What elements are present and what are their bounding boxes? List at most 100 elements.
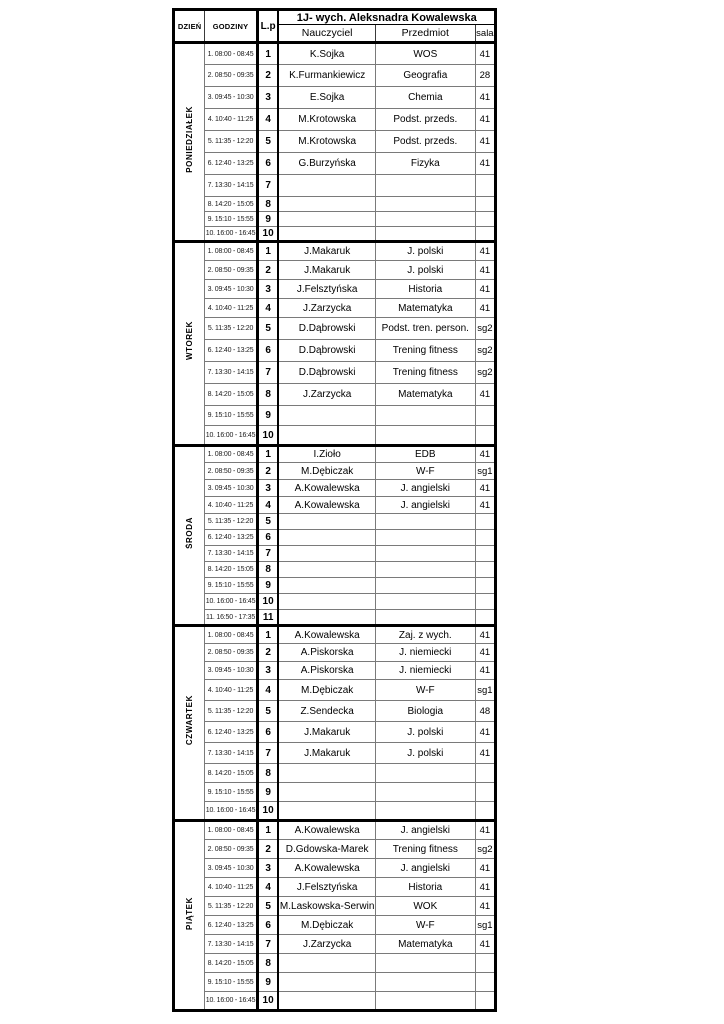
lesson-number-cell: 1 (255, 41, 280, 65)
subject-cell: J. polski (374, 240, 476, 261)
time-cell: 6. 12:40 - 13:25 (204, 339, 258, 362)
room-cell: sg1 (474, 679, 497, 701)
room-cell: 41 (474, 643, 497, 662)
time-cell: 9. 15:10 - 15:55 (204, 972, 258, 992)
time-cell: 6. 12:40 - 13:25 (204, 915, 258, 935)
time-cell: 6. 12:40 - 13:25 (204, 529, 258, 546)
room-cell (474, 782, 497, 802)
subject-cell: W-F (374, 915, 476, 935)
room-cell (474, 593, 497, 610)
lesson-row: 9. 15:10 - 15:55 9 (174, 405, 497, 426)
room-cell (474, 953, 497, 973)
subject-cell: Matematyka (374, 934, 476, 954)
subject-cell: J. angielski (374, 819, 476, 840)
lesson-row: ŚRODA 1. 08:00 - 08:45 1 I.Zioło EDB 41 (172, 444, 497, 626)
lesson-number-cell: 6 (255, 339, 280, 362)
lesson-number-cell: 4 (255, 496, 280, 514)
lesson-number-cell: 3 (255, 86, 280, 109)
lesson-number-cell: 2 (255, 64, 280, 87)
lesson-number-cell: 10 (255, 801, 280, 821)
lesson-number-cell: 1 (255, 240, 280, 261)
teacher-cell: M.Dębiczak (277, 915, 376, 935)
lesson-number-cell: 3 (255, 858, 280, 878)
room-cell: sg2 (474, 839, 497, 859)
subject-cell: Podst. przeds. (374, 130, 476, 153)
lesson-number-cell: 3 (255, 279, 280, 299)
subject-cell: EDB (374, 444, 476, 463)
day-label-cell: CZWARTEK (172, 624, 206, 821)
time-cell: 10. 16:00 - 16:45 (204, 801, 258, 821)
lesson-row: CZWARTEK 1. 08:00 - 08:45 1 A.Kowalewska … (172, 624, 497, 821)
lesson-row: 3. 09:45 - 10:30 3 E.Sojka Chemia 41 (174, 86, 497, 109)
lesson-row: 7. 13:30 - 14:15 7 (174, 174, 497, 197)
subject-cell: W-F (374, 679, 476, 701)
time-cell: 9. 15:10 - 15:55 (204, 405, 258, 426)
lesson-row: 6. 12:40 - 13:25 6 (174, 529, 497, 546)
day-label: PONIEDZIAŁEK (185, 106, 195, 173)
lesson-number-cell: 10 (255, 593, 280, 610)
lesson-row: 8. 14:20 - 15:05 8 (174, 561, 497, 578)
subject-cell (374, 609, 476, 626)
subject-cell (374, 226, 476, 242)
lesson-number-cell: 6 (255, 529, 280, 546)
time-cell: 1. 08:00 - 08:45 (204, 240, 258, 261)
teacher-cell: J.Makaruk (277, 742, 376, 764)
lesson-number-cell: 7 (255, 361, 280, 384)
teacher-cell: D.Dąbrowski (277, 317, 376, 340)
subject-cell: J. polski (374, 721, 476, 743)
subject-cell (374, 425, 476, 446)
teacher-cell: J.Zarzycka (277, 298, 376, 318)
subject-cell: J. polski (374, 260, 476, 280)
timetable: DZIEŃ GODZINY L.p 1J- wych. Aleksnadra K… (172, 8, 497, 1012)
room-cell (474, 174, 497, 197)
time-cell: 10. 16:00 - 16:45 (204, 991, 258, 1011)
lesson-row: 3. 09:45 - 10:30 3 J.Felsztyńska Histori… (174, 279, 497, 299)
lesson-row: 5. 11:35 - 12:20 5 M.Laskowska-Serwin WO… (174, 896, 497, 916)
lesson-row: 4. 10:40 - 11:25 4 A.Kowalewska J. angie… (174, 496, 497, 514)
room-cell (474, 991, 497, 1011)
subject-cell: J. niemiecki (374, 643, 476, 662)
subject-cell: WOS (374, 41, 476, 65)
lesson-row: WTOREK 1. 08:00 - 08:45 1 J.Makaruk J. po… (172, 240, 497, 446)
time-cell: 5. 11:35 - 12:20 (204, 896, 258, 916)
room-cell: 41 (474, 260, 497, 280)
teacher-cell: A.Kowalewska (277, 858, 376, 878)
teacher-cell: Z.Sendecka (277, 700, 376, 722)
subject-cell: Matematyka (374, 383, 476, 406)
time-cell: 7. 13:30 - 14:15 (204, 545, 258, 562)
teacher-cell: D.Dąbrowski (277, 339, 376, 362)
teacher-cell: A.Piskorska (277, 661, 376, 680)
lesson-number-cell: 4 (255, 108, 280, 131)
day-block: PONIEDZIAŁEK 1. 08:00 - 08:45 1 K.Sojka W… (172, 41, 497, 242)
lesson-row: 2. 08:50 - 09:35 2 J.Makaruk J. polski 4… (174, 260, 497, 280)
lesson-row: 5. 11:35 - 12:20 5 Z.Sendecka Biologia 4… (174, 700, 497, 722)
room-cell: sg2 (474, 317, 497, 340)
room-cell: 41 (474, 496, 497, 514)
subject-cell: Trening fitness (374, 361, 476, 384)
subject-cell (374, 561, 476, 578)
day-block: PIĄTEK 1. 08:00 - 08:45 1 A.Kowalewska J.… (172, 819, 497, 1011)
day-block: CZWARTEK 1. 08:00 - 08:45 1 A.Kowalewska … (172, 624, 497, 821)
subject-cell (374, 991, 476, 1011)
room-cell: sg2 (474, 361, 497, 384)
room-cell: 41 (474, 624, 497, 644)
subject-cell: Podst. tren. person. (374, 317, 476, 340)
room-cell (474, 545, 497, 562)
teacher-cell: J.Zarzycka (277, 383, 376, 406)
subject-cell (374, 174, 476, 197)
lesson-row: 7. 13:30 - 14:15 7 (174, 545, 497, 562)
subject-cell: J. angielski (374, 479, 476, 497)
teacher-cell: M.Krotowska (277, 108, 376, 131)
lesson-number-cell: 9 (255, 972, 280, 992)
subject-cell: Chemia (374, 86, 476, 109)
room-cell: 28 (474, 64, 497, 87)
time-cell: 9. 15:10 - 15:55 (204, 211, 258, 227)
lesson-number-cell: 2 (255, 643, 280, 662)
subject-cell: Biologia (374, 700, 476, 722)
lesson-number-cell: 8 (255, 953, 280, 973)
teacher-cell: G.Burzyńska (277, 152, 376, 175)
room-cell: 41 (474, 279, 497, 299)
room-cell (474, 196, 497, 212)
lesson-number-cell: 9 (255, 782, 280, 802)
room-cell: sg1 (474, 462, 497, 480)
